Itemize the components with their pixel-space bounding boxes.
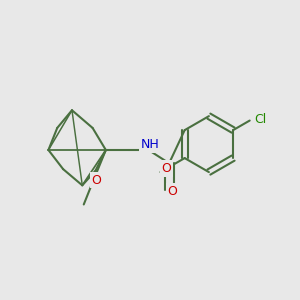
Text: Cl: Cl [254, 112, 266, 126]
Text: O: O [168, 185, 178, 198]
Text: NH: NH [141, 138, 159, 151]
Text: O: O [162, 162, 172, 175]
Text: O: O [91, 173, 101, 187]
